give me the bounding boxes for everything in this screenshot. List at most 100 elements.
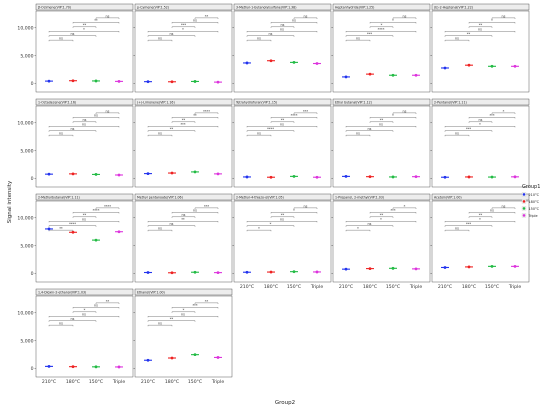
panel: Heptanhydride(VIP:1.25)ns*********ns — [331, 3, 431, 93]
y-axis-label: Signal intensity — [7, 180, 13, 223]
significance-bracket — [444, 35, 493, 37]
data-point — [47, 79, 51, 83]
panel-plot-area — [35, 105, 134, 188]
significance-label: ns — [82, 218, 86, 222]
data-point — [170, 80, 174, 84]
panel-plot-area — [233, 105, 332, 188]
x-tick-label: 150°C — [287, 284, 301, 290]
data-point — [490, 264, 494, 268]
significance-label: ** — [181, 218, 185, 222]
legend: Group1 210°C 180°C 150°C Triple — [521, 184, 540, 218]
panel-title: Ethyl butanal(VIP:1.12) — [335, 100, 372, 104]
significance-bracket — [345, 221, 417, 223]
data-point — [71, 79, 75, 83]
panel: β-Ocimene(VIP:1.70)05,00010,000nsns*****… — [17, 3, 134, 93]
significance-bracket — [48, 130, 97, 132]
significance-bracket — [72, 216, 97, 218]
data-point — [513, 264, 517, 268]
y-tick-label: 10,000 — [17, 120, 33, 126]
significance-label: **** — [291, 114, 298, 118]
data-point — [292, 270, 296, 274]
panel-strip — [134, 193, 233, 201]
significance-bracket — [147, 134, 173, 137]
significance-label: ns — [257, 132, 261, 136]
significance-bracket — [48, 225, 97, 227]
significance-bracket — [293, 207, 318, 209]
panel-strip — [134, 98, 233, 106]
significance-label: *** — [181, 23, 186, 27]
data-point — [414, 267, 418, 271]
y-tick-label: 10,000 — [17, 215, 33, 221]
data-point — [414, 73, 418, 77]
significance-label: ns — [403, 14, 407, 18]
data-point — [269, 59, 273, 63]
data-point — [170, 271, 174, 275]
significance-label: ** — [83, 213, 87, 217]
significance-bracket — [48, 39, 74, 42]
significance-bracket — [194, 112, 219, 114]
panel: 2-Methylbutanal(VIP:1.11)05,00010,000***… — [17, 193, 134, 283]
panel: (E)-2-Heptenal(VIP:1.22)ns**ns***ns — [430, 3, 530, 93]
significance-label: ns — [455, 227, 459, 231]
significance-bracket — [246, 130, 295, 132]
significance-bracket — [444, 221, 516, 223]
significance-label: ns — [82, 123, 86, 127]
significance-label: ns — [158, 132, 162, 136]
data-point — [170, 171, 174, 175]
significance-bracket — [48, 35, 97, 37]
significance-label: **** — [203, 109, 210, 113]
data-point — [292, 174, 296, 178]
significance-bracket — [72, 117, 120, 119]
significance-bracket — [72, 311, 97, 313]
significance-bracket — [95, 302, 120, 304]
significance-label: ** — [170, 127, 174, 131]
panel-title: 2-Methyl-4-thiazo-ol(VIP:1.05) — [236, 195, 284, 199]
significance-label: ns — [379, 123, 383, 127]
significance-bracket — [392, 207, 417, 209]
data-point — [467, 175, 471, 179]
facet-panels: β-Ocimene(VIP:1.70)05,00010,000nsns*****… — [17, 3, 530, 385]
significance-bracket — [246, 225, 295, 227]
panel-strip — [134, 288, 233, 296]
panel-title: Acetoin(VIP:1.00) — [434, 195, 462, 199]
panel-strip — [35, 288, 134, 296]
significance-label: ns — [94, 304, 98, 308]
significance-label: ns — [71, 32, 75, 36]
data-point — [315, 270, 319, 274]
significance-bracket — [369, 216, 394, 218]
panel-plot-area — [134, 200, 233, 283]
significance-label: ns — [356, 132, 360, 136]
significance-bracket — [147, 31, 219, 33]
significance-label: ** — [193, 114, 197, 118]
significance-bracket — [171, 307, 219, 309]
x-tick-label: Triple — [508, 284, 521, 290]
data-point — [414, 175, 418, 179]
significance-label: ns — [71, 317, 75, 321]
significance-label: ns — [479, 118, 483, 122]
x-tick-label: 150°C — [188, 379, 202, 385]
significance-bracket — [147, 225, 196, 227]
significance-bracket — [147, 130, 196, 132]
significance-label: ns — [106, 14, 110, 18]
significance-bracket — [171, 121, 196, 123]
significance-label: **** — [267, 127, 274, 131]
significance-label: *** — [466, 127, 471, 131]
significance-label: *** — [192, 304, 197, 308]
x-tick-label: 210°C — [240, 284, 254, 290]
significance-label: ** — [467, 32, 471, 36]
data-point — [245, 270, 249, 274]
significance-bracket — [95, 112, 120, 114]
significance-bracket — [293, 17, 318, 19]
significance-bracket — [392, 112, 417, 114]
significance-label: ns — [59, 132, 63, 136]
significance-bracket — [369, 212, 417, 214]
x-tick-label: 150°C — [485, 284, 499, 290]
data-point — [146, 80, 150, 84]
significance-label: ns — [170, 222, 174, 226]
data-point — [245, 61, 249, 65]
panel: 1,4-Dioxin-2-ethanol(VIP:1.03) 0 5,000 10,0… — [17, 288, 134, 385]
panel: (+)-Limonene(VIP:1.16)ns************* — [133, 98, 233, 188]
significance-bracket — [270, 216, 295, 218]
panel-plot-area — [431, 105, 530, 188]
